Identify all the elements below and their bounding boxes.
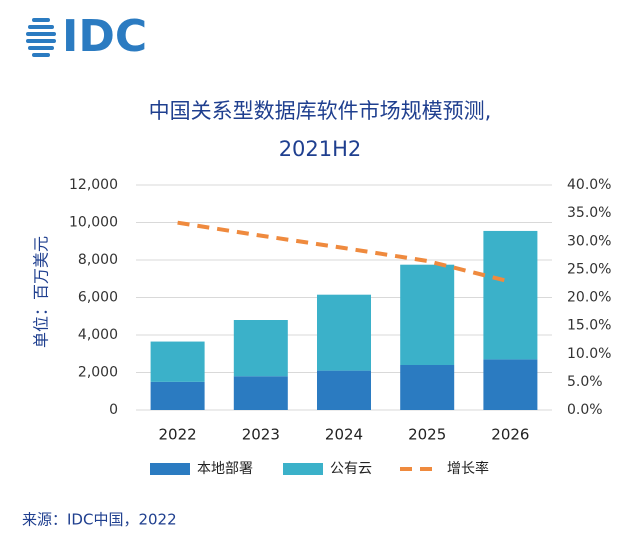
y-axis-label: 单位：百万美元 <box>32 236 51 348</box>
y2-tick-label: 15.0% <box>567 318 611 334</box>
y-tick-label: 6,000 <box>78 290 118 306</box>
y2-tick-label: 30.0% <box>567 233 611 249</box>
y2-tick-label: 25.0% <box>567 261 611 277</box>
bar <box>400 264 455 365</box>
logo-globe <box>26 18 56 57</box>
bar <box>400 365 455 410</box>
y2-tick-label: 20.0% <box>567 290 611 306</box>
legend-label: 本地部署 <box>197 461 253 477</box>
chart-title: 中国关系型数据库软件市场规模预测, <box>149 99 492 123</box>
x-tick-label: 2023 <box>242 426 280 444</box>
y-tick-label: 8,000 <box>78 252 118 268</box>
bar <box>483 359 538 410</box>
y2-tick-label: 35.0% <box>567 205 611 221</box>
y2-tick-label: 40.0% <box>567 177 611 193</box>
y-tick-label: 0 <box>109 402 118 418</box>
y-tick-label: 10,000 <box>69 215 118 231</box>
legend-swatch <box>283 463 323 475</box>
y-tick-label: 2,000 <box>78 365 118 381</box>
bar <box>150 381 205 410</box>
y2-tick-label: 10.0% <box>567 346 611 362</box>
bar <box>233 376 288 410</box>
x-tick-label: 2024 <box>325 426 363 444</box>
logo-text: IDC <box>62 11 147 62</box>
bar <box>233 320 288 377</box>
source: 来源：IDC中国，2022 <box>22 511 177 529</box>
bar <box>483 230 538 360</box>
legend-label: 增长率 <box>447 460 489 477</box>
legend-swatch <box>150 463 190 475</box>
y2-tick-label: 0.0% <box>567 402 603 418</box>
chart-title: 2021H2 <box>279 137 362 161</box>
bar <box>317 370 371 410</box>
bar <box>150 341 205 382</box>
line <box>177 220 511 284</box>
y-tick-label: 4,000 <box>78 327 118 343</box>
y-tick-label: 12,000 <box>69 177 118 193</box>
y2-tick-label: 5.0% <box>567 374 603 390</box>
legend-label: 公有云 <box>330 461 372 477</box>
bar <box>317 294 371 371</box>
x-tick-label: 2025 <box>408 426 446 444</box>
x-tick-label: 2026 <box>491 426 529 444</box>
x-tick-label: 2022 <box>159 426 197 444</box>
